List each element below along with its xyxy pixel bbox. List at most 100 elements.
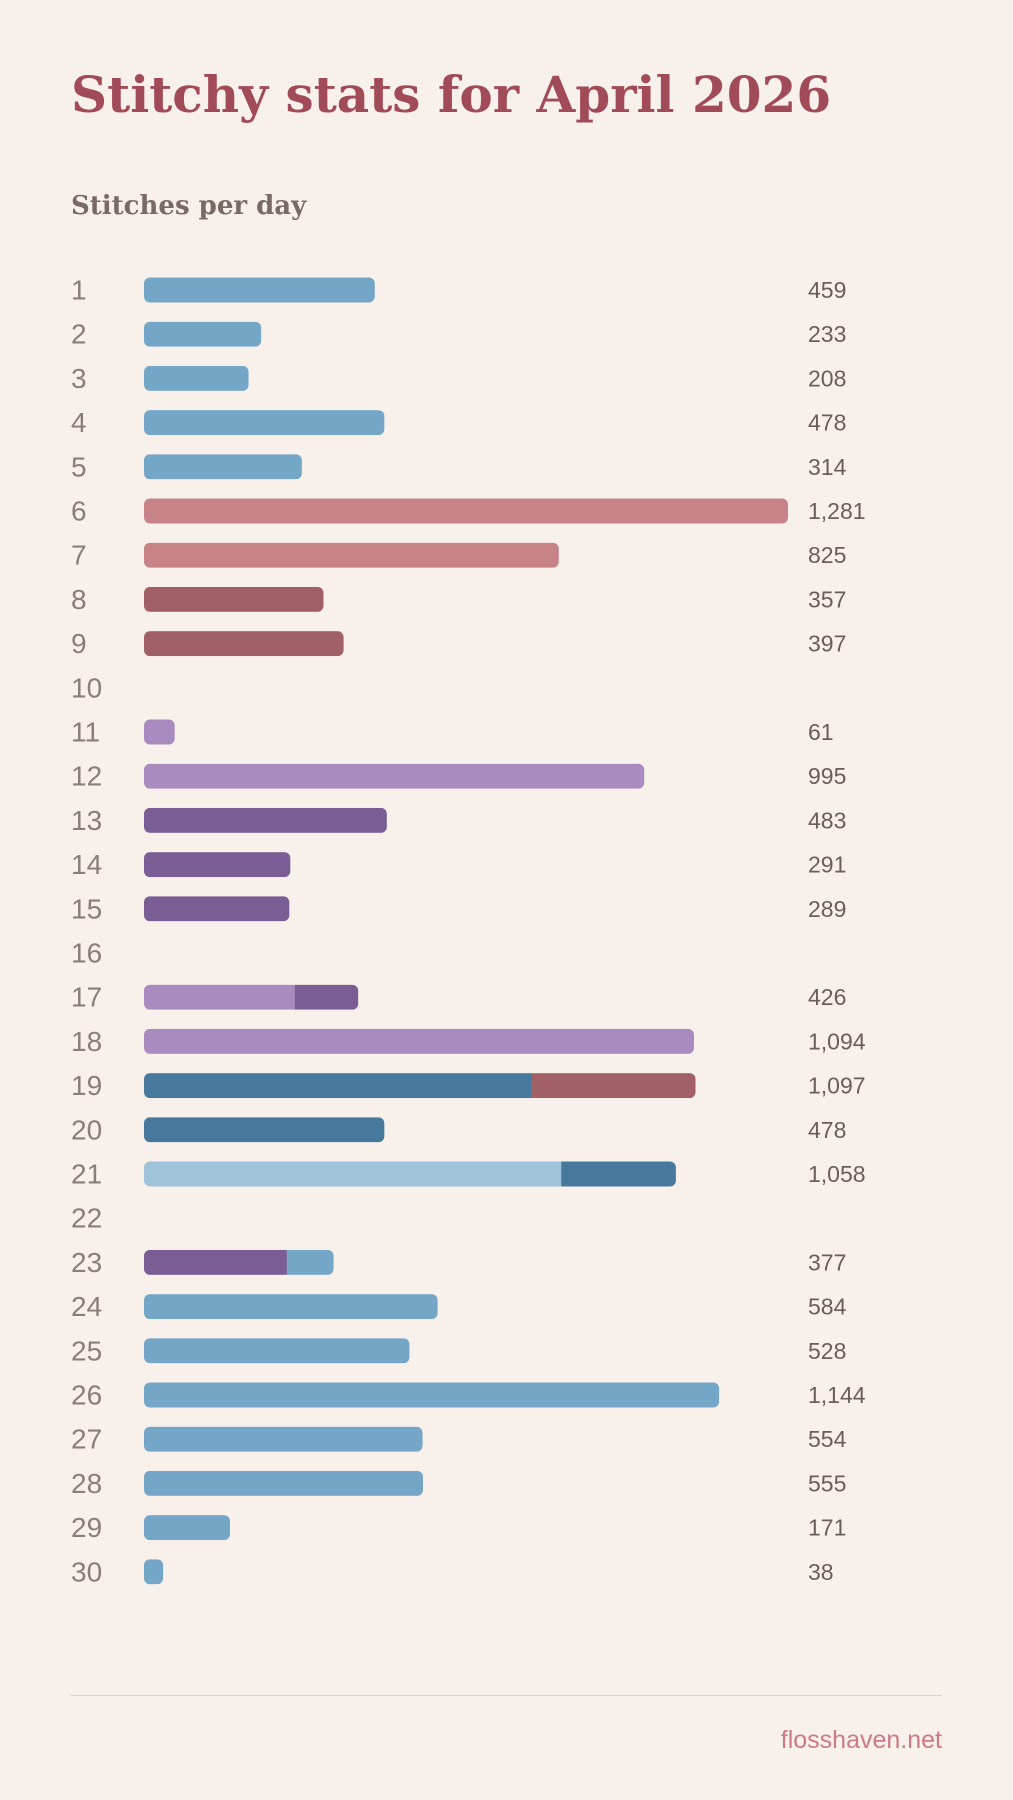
bar (144, 1249, 334, 1275)
bar-segment (144, 852, 291, 878)
bar (144, 719, 175, 745)
bar-segment (144, 1249, 288, 1275)
day-label: 11 (71, 717, 100, 748)
value-label: 555 (808, 1470, 846, 1496)
bar (144, 1117, 385, 1143)
site-link[interactable]: flosshaven.net (780, 1726, 942, 1754)
footer-divider (71, 1695, 942, 1696)
day-label: 19 (71, 1070, 102, 1101)
bar (144, 984, 359, 1010)
bar (144, 454, 302, 480)
bar-segment (144, 410, 385, 436)
value-label: 208 (808, 365, 846, 391)
value-label: 478 (808, 1117, 846, 1143)
value-label: 478 (808, 410, 846, 436)
bar-segment (561, 1161, 676, 1187)
day-label: 3 (71, 363, 87, 394)
day-label: 25 (71, 1335, 102, 1366)
day-label: 13 (71, 805, 102, 836)
value-label: 357 (808, 586, 846, 612)
bar-segment (144, 763, 645, 789)
day-label: 1 (71, 275, 87, 306)
bar-segment (144, 542, 559, 568)
bar (144, 1161, 676, 1187)
bar (144, 365, 249, 391)
value-label: 426 (808, 984, 846, 1010)
value-label: 1,058 (808, 1161, 866, 1187)
day-label: 7 (71, 540, 87, 571)
bar (144, 631, 344, 657)
day-label: 14 (71, 849, 102, 880)
bar (144, 763, 645, 789)
bar-segment (144, 1470, 424, 1496)
bar-segment (144, 1028, 694, 1054)
bar (144, 1382, 720, 1408)
bar (144, 1515, 230, 1541)
bar-segment (144, 1515, 230, 1541)
day-label: 17 (71, 982, 102, 1013)
bar-segment (144, 1382, 720, 1408)
day-label: 28 (71, 1468, 102, 1499)
day-label: 18 (71, 1026, 102, 1057)
bar (144, 896, 290, 922)
bar (144, 542, 559, 568)
bar-segment (144, 807, 387, 833)
bar (144, 1338, 410, 1364)
day-label: 21 (71, 1159, 102, 1190)
bar-segment (144, 454, 302, 480)
day-label: 23 (71, 1247, 102, 1278)
bar-segment (144, 1117, 385, 1143)
day-label: 29 (71, 1512, 102, 1543)
value-label: 1,094 (808, 1028, 866, 1054)
day-label: 22 (71, 1203, 102, 1234)
value-label: 483 (808, 807, 846, 833)
bar (144, 321, 262, 347)
value-label: 377 (808, 1249, 846, 1275)
value-label: 1,097 (808, 1073, 866, 1099)
bar-segment (144, 1161, 562, 1187)
bar-segment (286, 1249, 334, 1275)
bar-segment (144, 1559, 164, 1585)
value-label: 1,281 (808, 498, 866, 524)
day-label: 24 (71, 1291, 102, 1322)
bar (144, 1294, 438, 1320)
value-label: 233 (808, 321, 846, 347)
day-label: 16 (71, 938, 102, 969)
day-label: 15 (71, 893, 102, 924)
bar-segment (294, 984, 359, 1010)
bar-segment (144, 896, 290, 922)
bar (144, 410, 385, 436)
bar (144, 807, 387, 833)
bar (144, 852, 291, 878)
bar-segment (144, 1338, 410, 1364)
day-label: 6 (71, 496, 87, 527)
bar-segment (144, 1426, 423, 1452)
bar (144, 586, 324, 612)
bar (144, 1559, 164, 1585)
value-label: 171 (808, 1515, 846, 1541)
bar (144, 1470, 424, 1496)
value-label: 995 (808, 763, 846, 789)
day-label: 10 (71, 672, 102, 703)
value-label: 825 (808, 542, 846, 568)
bar (144, 1028, 694, 1054)
day-label: 12 (71, 761, 102, 792)
page-title: Stitchy stats for April 2026 (71, 65, 832, 124)
value-label: 584 (808, 1294, 847, 1320)
day-label: 5 (71, 451, 87, 482)
bar-segment (144, 631, 344, 657)
bar (144, 1073, 696, 1099)
day-label: 9 (71, 628, 87, 659)
bar-segment (144, 365, 249, 391)
value-label: 61 (808, 719, 834, 745)
bar-segment (144, 498, 788, 524)
bar-segment (144, 1294, 438, 1320)
day-label: 4 (71, 407, 87, 438)
value-label: 528 (808, 1338, 846, 1364)
value-label: 291 (808, 852, 846, 878)
day-label: 26 (71, 1380, 102, 1411)
value-label: 38 (808, 1559, 834, 1585)
bar-segment (144, 1073, 532, 1099)
bar-segment (144, 586, 324, 612)
bar-segment (144, 277, 375, 303)
